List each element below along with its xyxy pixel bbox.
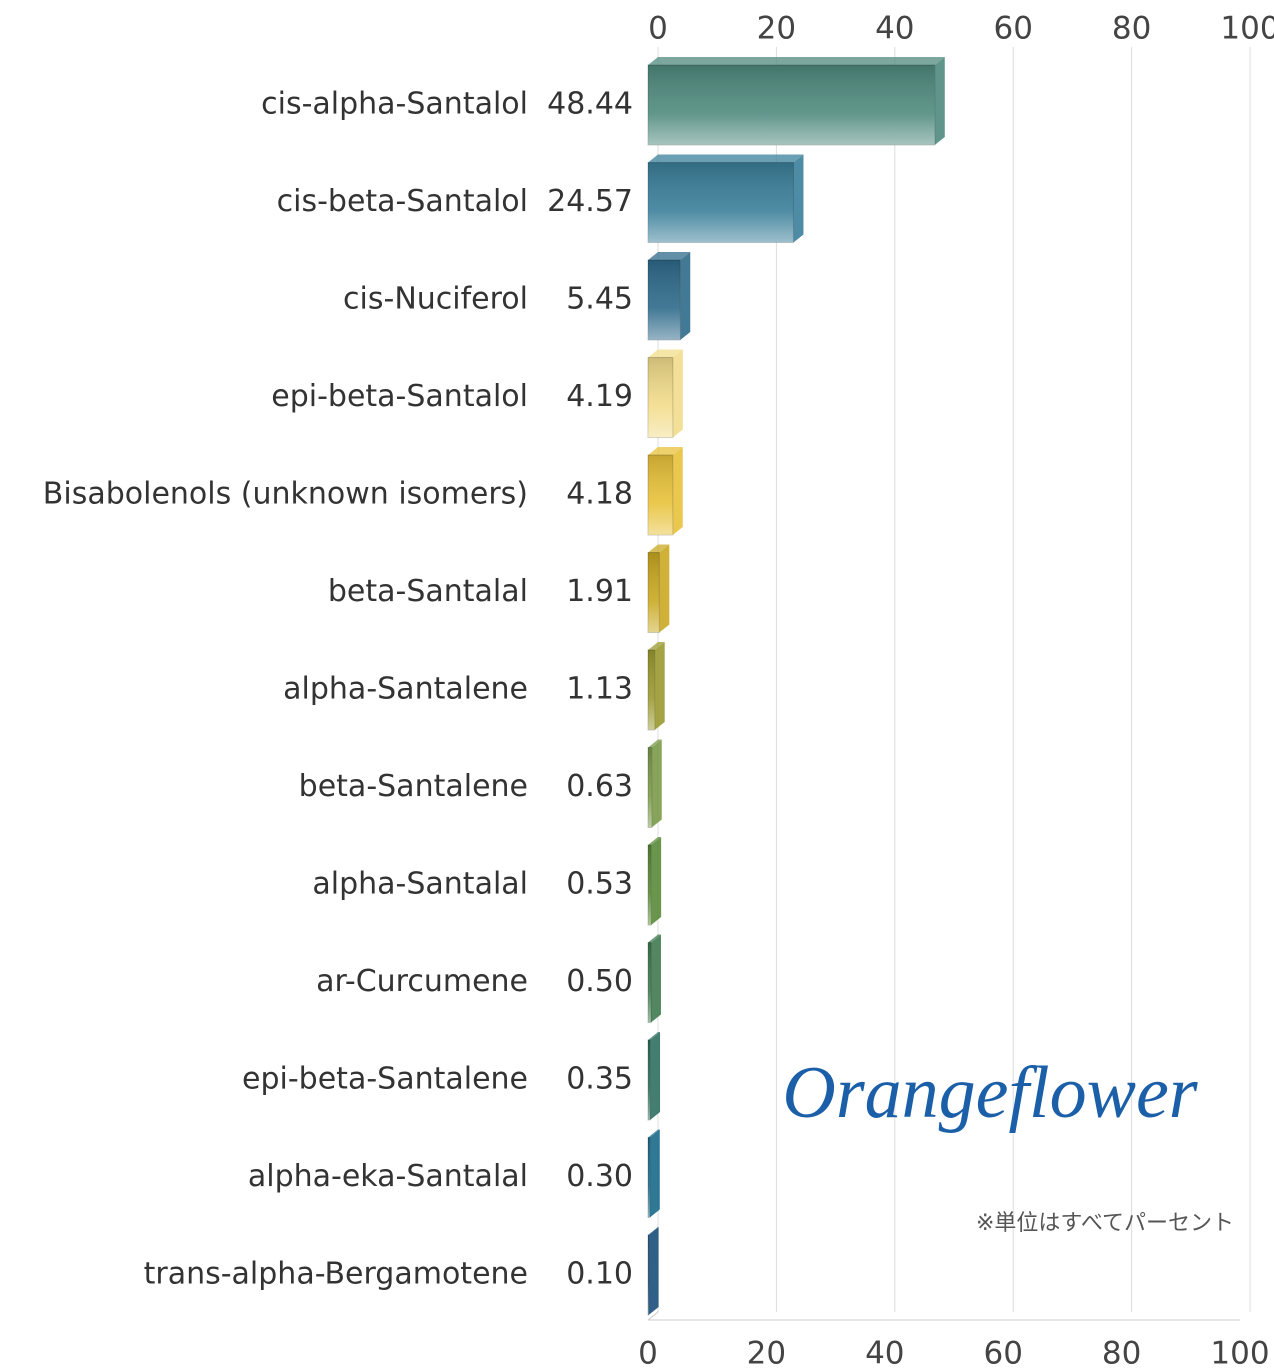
category-label: Bisabolenols (unknown isomers) <box>43 477 528 512</box>
category-label: cis-beta-Santalol <box>277 184 528 219</box>
category-label: trans-alpha-Bergamotene <box>144 1257 528 1292</box>
x-tick-label: 100 <box>1210 1336 1269 1372</box>
value-label: 0.50 <box>566 964 633 999</box>
x-tick-label: 0 <box>648 11 668 47</box>
value-label: 0.10 <box>566 1257 633 1292</box>
value-label: 0.30 <box>566 1159 633 1194</box>
bar-side <box>652 740 662 828</box>
value-label: 5.45 <box>566 282 633 317</box>
bar-side <box>673 350 683 438</box>
value-label: 0.35 <box>566 1062 633 1097</box>
x-tick-label: 80 <box>1102 1336 1141 1372</box>
value-label: 0.53 <box>566 867 633 902</box>
category-label: cis-alpha-Santalol <box>261 87 528 122</box>
bar-side <box>655 642 665 730</box>
x-tick-label: 20 <box>757 11 796 47</box>
value-label: 24.57 <box>547 184 633 219</box>
value-label: 1.13 <box>566 672 633 707</box>
x-tick-label: 0 <box>638 1336 658 1372</box>
category-label: alpha-Santalene <box>283 672 528 707</box>
bar-top <box>648 57 945 65</box>
category-label: cis-Nuciferol <box>343 282 528 317</box>
x-tick-label: 40 <box>875 11 914 47</box>
category-label: epi-beta-Santalol <box>271 379 528 414</box>
bar-shine <box>648 65 935 145</box>
bar-side <box>680 252 690 340</box>
x-tick-label: 60 <box>993 11 1032 47</box>
bar-shine <box>648 1040 650 1120</box>
bar-side <box>649 1227 659 1315</box>
note: ※単位はすべてパーセント <box>976 1211 1234 1236</box>
bar-shine <box>648 650 655 730</box>
bar-side <box>650 1130 660 1218</box>
value-label: 1.91 <box>566 574 633 609</box>
x-tick-label: 80 <box>1112 11 1151 47</box>
bar-shine <box>648 358 673 438</box>
bar-side <box>793 155 803 243</box>
bar-side <box>935 57 945 145</box>
category-label: epi-beta-Santalene <box>242 1062 528 1097</box>
x-tick-label: 100 <box>1220 11 1274 47</box>
bar-shine <box>648 553 659 633</box>
x-tick-label: 60 <box>983 1336 1022 1372</box>
x-tick-label: 40 <box>865 1336 904 1372</box>
x-tick-label: 20 <box>747 1336 786 1372</box>
bar-side <box>659 545 669 633</box>
value-label: 4.19 <box>566 379 633 414</box>
bar-shine <box>648 260 680 340</box>
logo: Orangeflower <box>782 1052 1198 1134</box>
bar-shine <box>648 455 673 535</box>
bar-side <box>673 447 683 535</box>
bar-shine <box>648 1138 650 1218</box>
bar-shine <box>648 748 652 828</box>
category-label: beta-Santalene <box>299 769 528 804</box>
bar-shine <box>648 943 651 1023</box>
value-label: 48.44 <box>547 87 633 122</box>
bar-shine <box>648 163 793 243</box>
bar-side <box>651 837 661 925</box>
value-label: 4.18 <box>566 477 633 512</box>
category-label: ar-Curcumene <box>316 964 528 999</box>
category-label: beta-Santalal <box>328 574 528 609</box>
value-label: 0.63 <box>566 769 633 804</box>
bar-side <box>650 1032 660 1120</box>
bar-side <box>651 935 661 1023</box>
bar-shine <box>648 845 651 925</box>
category-label: alpha-eka-Santalal <box>248 1159 528 1194</box>
chart: Orangeflower ※単位はすべてパーセント 0 0 20 20 40 40 60 60… <box>0 0 1274 1372</box>
bar-shine <box>648 1235 649 1315</box>
category-label: alpha-Santalal <box>312 867 528 902</box>
bar-top <box>648 155 803 163</box>
